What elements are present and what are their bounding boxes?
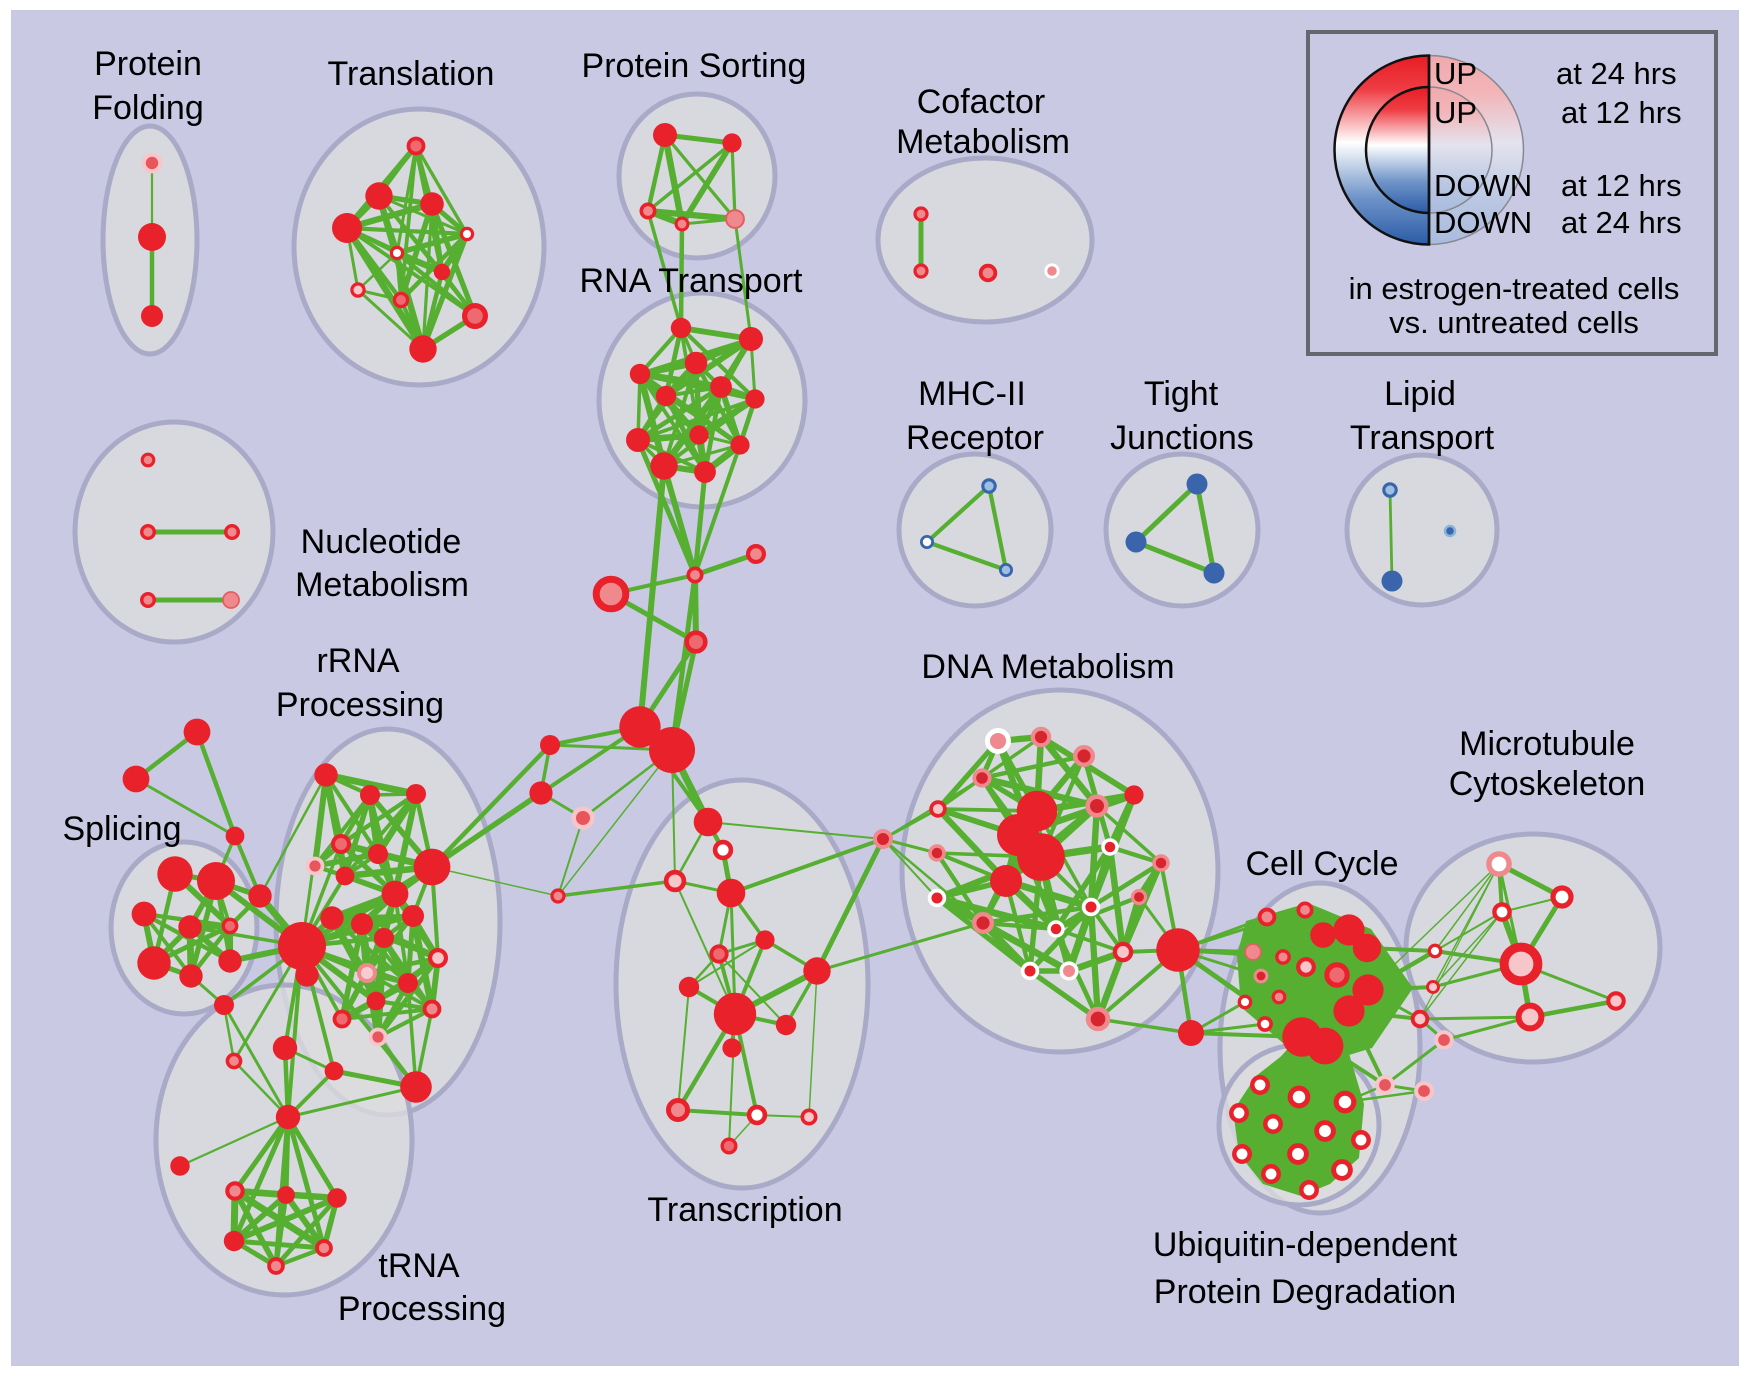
svg-text:Folding: Folding bbox=[92, 89, 204, 127]
svg-text:Metabolism: Metabolism bbox=[896, 123, 1070, 161]
svg-text:vs. untreated cells: vs. untreated cells bbox=[1389, 305, 1639, 340]
svg-text:Metabolism: Metabolism bbox=[295, 566, 469, 604]
svg-text:at 24 hrs: at 24 hrs bbox=[1561, 205, 1682, 240]
svg-text:Lipid: Lipid bbox=[1384, 375, 1456, 413]
svg-text:Receptor: Receptor bbox=[906, 419, 1044, 457]
svg-text:Tight: Tight bbox=[1144, 375, 1219, 413]
svg-text:Splicing: Splicing bbox=[62, 810, 181, 848]
svg-text:Protein Degradation: Protein Degradation bbox=[1154, 1273, 1456, 1311]
svg-text:at 24 hrs: at 24 hrs bbox=[1556, 56, 1677, 91]
svg-text:Protein: Protein bbox=[94, 45, 202, 83]
svg-text:Ubiquitin-dependent: Ubiquitin-dependent bbox=[1153, 1226, 1458, 1264]
svg-text:DOWN: DOWN bbox=[1434, 205, 1532, 240]
svg-text:Cytoskeleton: Cytoskeleton bbox=[1449, 765, 1646, 803]
svg-text:Transport: Transport bbox=[1350, 419, 1495, 457]
svg-text:DOWN: DOWN bbox=[1434, 168, 1532, 203]
svg-text:DNA Metabolism: DNA Metabolism bbox=[921, 648, 1174, 686]
svg-text:Processing: Processing bbox=[276, 686, 444, 724]
svg-text:Translation: Translation bbox=[328, 55, 495, 93]
svg-text:at 12 hrs: at 12 hrs bbox=[1561, 168, 1682, 203]
svg-text:at 12 hrs: at 12 hrs bbox=[1561, 95, 1682, 130]
svg-text:Microtubule: Microtubule bbox=[1459, 725, 1635, 763]
svg-text:Transcription: Transcription bbox=[647, 1191, 842, 1229]
svg-text:Nucleotide: Nucleotide bbox=[301, 523, 462, 561]
svg-text:RNA Transport: RNA Transport bbox=[580, 262, 804, 300]
svg-text:Protein Sorting: Protein Sorting bbox=[582, 47, 807, 85]
svg-text:MHC-II: MHC-II bbox=[918, 375, 1026, 413]
svg-text:Processing: Processing bbox=[338, 1290, 506, 1328]
svg-text:UP: UP bbox=[1434, 56, 1477, 91]
svg-text:Cell Cycle: Cell Cycle bbox=[1245, 845, 1398, 883]
svg-text:Cofactor: Cofactor bbox=[917, 83, 1046, 121]
svg-text:rRNA: rRNA bbox=[316, 642, 399, 680]
svg-text:Junctions: Junctions bbox=[1110, 419, 1254, 457]
svg-text:in estrogen-treated cells: in estrogen-treated cells bbox=[1349, 271, 1680, 306]
svg-text:UP: UP bbox=[1434, 95, 1477, 130]
svg-text:tRNA: tRNA bbox=[378, 1247, 460, 1285]
